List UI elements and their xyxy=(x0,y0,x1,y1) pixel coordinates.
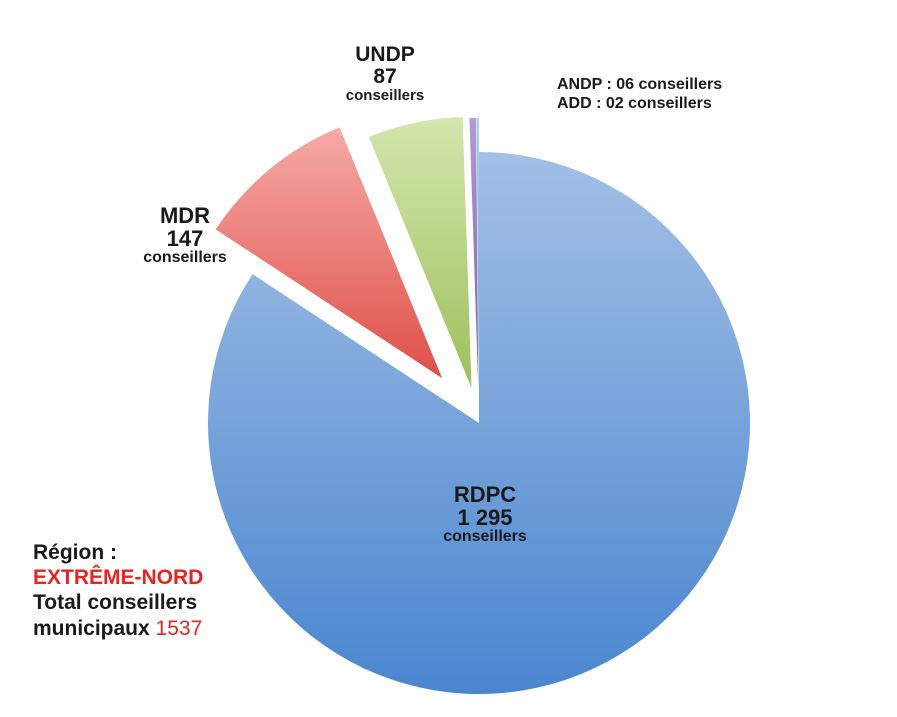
total-value: 1537 xyxy=(155,616,203,640)
slice-name-rdpc: RDPC xyxy=(453,482,517,507)
note-andp: ANDP : 06 conseillers xyxy=(557,76,723,93)
slice-label-undp: UNDP 87 conseillers xyxy=(325,43,445,105)
small-parties-notes: ANDP : 06 conseillers ADD : 02 conseille… xyxy=(557,75,722,113)
slice-value-undp: 87 xyxy=(373,65,397,89)
slice-value-rdpc: 1 295 xyxy=(457,505,513,531)
pie-slice-add xyxy=(476,118,479,390)
slice-unit-undp: conseillers xyxy=(345,87,425,105)
pie-slice-andp xyxy=(469,118,479,390)
total-label-line2: municipaux 1537 xyxy=(33,616,203,641)
slice-value-mdr: 147 xyxy=(166,226,204,252)
region-summary: Région : EXTRÊME-NORD Total conseillers … xyxy=(33,540,203,641)
total-label-municipaux: municipaux xyxy=(33,616,150,640)
slice-label-rdpc: RDPC 1 295 conseillers xyxy=(420,483,550,546)
note-add: ADD : 02 conseillers xyxy=(557,95,712,113)
region-label: Région : xyxy=(33,541,117,564)
slice-name-undp: UNDP xyxy=(355,43,415,66)
pie-slice-rdpc xyxy=(207,152,750,694)
slice-name-mdr: MDR xyxy=(159,203,211,228)
region-name: EXTRÊME-NORD xyxy=(33,566,204,590)
slice-label-mdr: MDR 147 conseillers xyxy=(125,204,245,267)
slice-unit-mdr: conseillers xyxy=(143,249,227,267)
pie-slice-mdr xyxy=(215,127,443,379)
slice-unit-rdpc: conseillers xyxy=(443,528,527,546)
pie-slice-undp xyxy=(368,116,472,388)
total-label-line1: Total conseillers xyxy=(33,591,198,615)
